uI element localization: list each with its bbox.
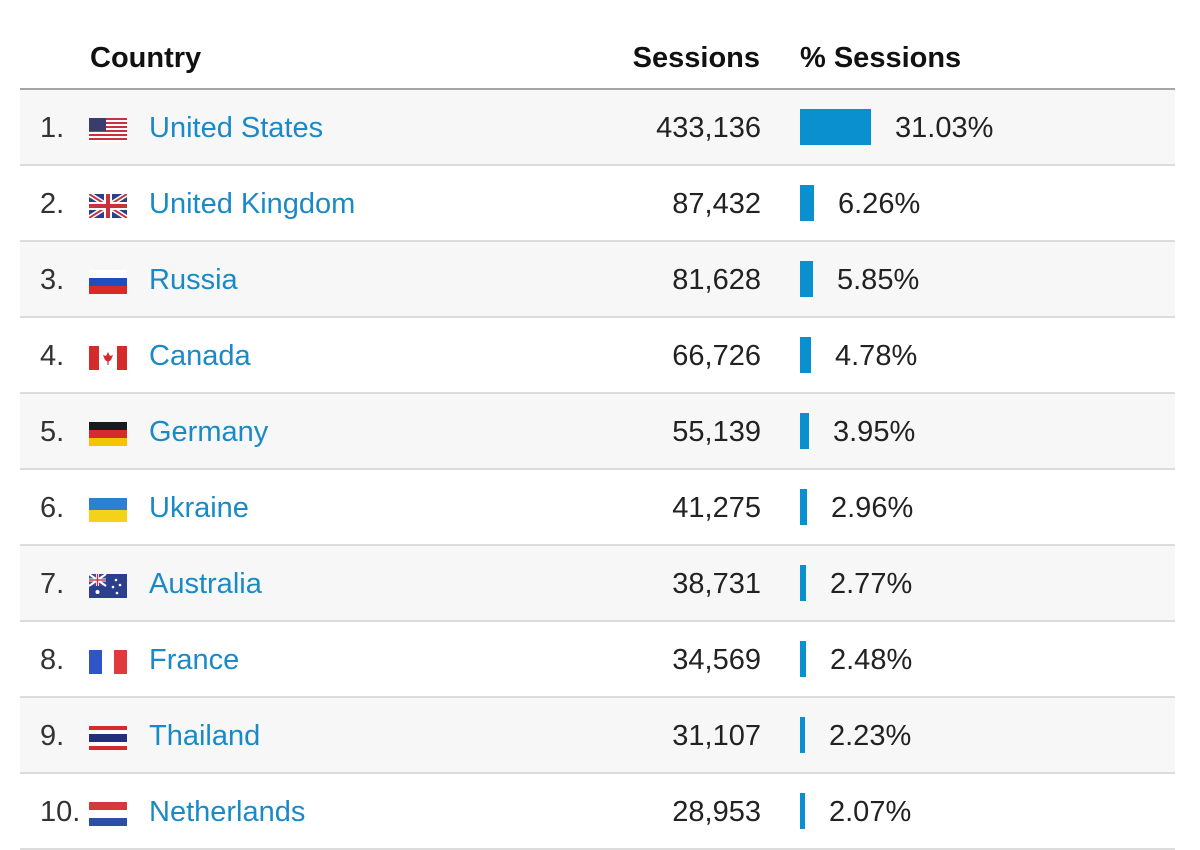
- pct-bar: [800, 793, 805, 829]
- us-flag-icon: [89, 118, 127, 142]
- table-row: 6. Ukraine 41,275 2.96%: [20, 470, 1175, 546]
- row-rank: 2.: [40, 188, 65, 220]
- pct-value: 2.23%: [829, 720, 912, 752]
- country-link-ukraine[interactable]: Ukraine: [149, 492, 249, 524]
- row-rank: 10.: [40, 796, 81, 828]
- pct-value: 2.77%: [830, 568, 913, 600]
- pct-value: 6.26%: [838, 188, 921, 220]
- row-rank: 3.: [40, 264, 65, 296]
- pct-value: 2.07%: [829, 796, 912, 828]
- pct-bar: [800, 109, 871, 145]
- table-row: 2. United Kingdom 87,432 6.26%: [20, 166, 1175, 242]
- table-row: 5. Germany 55,139 3.95%: [20, 394, 1175, 470]
- pct-bar: [800, 641, 806, 677]
- country-link-united-kingdom[interactable]: United Kingdom: [149, 188, 356, 220]
- pct-bar: [800, 565, 806, 601]
- pct-bar: [800, 337, 811, 373]
- france-flag-icon: [89, 650, 127, 674]
- pct-bar: [800, 717, 805, 753]
- pct-value: 5.85%: [837, 264, 920, 296]
- country-link-canada[interactable]: Canada: [149, 340, 251, 372]
- country-link-germany[interactable]: Germany: [149, 416, 269, 448]
- country-link-united-states[interactable]: United States: [149, 112, 324, 144]
- country-column-header[interactable]: Country: [90, 42, 202, 74]
- pct-sessions-column-header[interactable]: % Sessions: [800, 42, 962, 74]
- table-row: 4. Canada 66,726 4.78%: [20, 318, 1175, 394]
- pct-bar: [800, 261, 813, 297]
- table-row: 10. Netherlands 28,953 2.07%: [20, 774, 1175, 850]
- sessions-column-header[interactable]: Sessions: [632, 42, 760, 74]
- pct-value: 31.03%: [895, 112, 994, 144]
- pct-value: 3.95%: [833, 416, 916, 448]
- row-rank: 6.: [40, 492, 65, 524]
- sessions-value: 81,628: [672, 264, 761, 296]
- uk-flag-icon: [89, 194, 127, 218]
- pct-bar: [800, 185, 814, 221]
- pct-bar: [800, 413, 809, 449]
- table-row: 3. Russia 81,628 5.85%: [20, 242, 1175, 318]
- country-link-thailand[interactable]: Thailand: [149, 720, 261, 752]
- sessions-value: 41,275: [672, 492, 761, 524]
- country-sessions-report: Country Sessions % Sessions 1. United St…: [20, 0, 1175, 850]
- table-row: 7. Australia 38,731: [20, 546, 1175, 622]
- table-row: 9. Thailand 31,107 2.23%: [20, 698, 1175, 774]
- pct-bar: [800, 489, 807, 525]
- row-rank: 8.: [40, 644, 65, 676]
- ukraine-flag-icon: [89, 498, 127, 522]
- table-row: 1. United States 433,136 31.03%: [20, 90, 1175, 166]
- country-link-russia[interactable]: Russia: [149, 264, 238, 296]
- thailand-flag-icon: [89, 726, 127, 750]
- canada-flag-icon: [89, 346, 127, 370]
- sessions-value: 87,432: [672, 188, 761, 220]
- table-header: Country Sessions % Sessions: [20, 0, 1175, 90]
- sessions-value: 38,731: [672, 568, 761, 600]
- pct-value: 4.78%: [835, 340, 918, 372]
- sessions-value: 34,569: [672, 644, 761, 676]
- sessions-value: 66,726: [672, 340, 761, 372]
- pct-value: 2.96%: [831, 492, 914, 524]
- australia-flag-icon: [89, 574, 127, 598]
- sessions-value: 31,107: [672, 720, 761, 752]
- sessions-value: 433,136: [656, 112, 761, 144]
- row-rank: 4.: [40, 340, 65, 372]
- country-link-france[interactable]: France: [149, 644, 240, 676]
- row-rank: 5.: [40, 416, 65, 448]
- row-rank: 9.: [40, 720, 65, 752]
- russia-flag-icon: [89, 270, 127, 294]
- sessions-value: 55,139: [672, 416, 761, 448]
- row-rank: 7.: [40, 568, 65, 600]
- sessions-value: 28,953: [672, 796, 761, 828]
- table-body: 1. United States 433,136 31.03% 2.: [20, 90, 1175, 850]
- row-rank: 1.: [40, 112, 65, 144]
- netherlands-flag-icon: [89, 802, 127, 826]
- table-row: 8. France 34,569 2.48%: [20, 622, 1175, 698]
- country-link-australia[interactable]: Australia: [149, 568, 262, 600]
- country-link-netherlands[interactable]: Netherlands: [149, 796, 306, 828]
- pct-value: 2.48%: [830, 644, 913, 676]
- germany-flag-icon: [89, 422, 127, 446]
